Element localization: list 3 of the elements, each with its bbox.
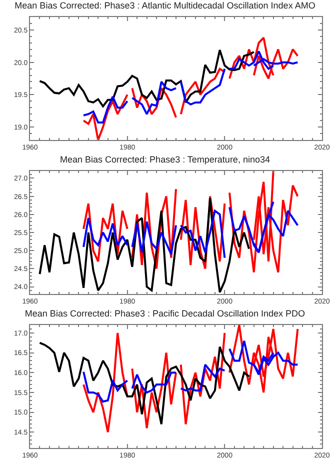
chart-title: Mean Bias Corrected: Phase3 : Temperature, nino34 [60,154,270,165]
chart-title: Mean Bias Corrected: Phase3 : Atlantic Multidecadal Oscillation Index AMO [14,0,316,11]
chart-title: Mean Bias Corrected: Phase3 : Pacific Decadal Oscillation Index PDO [24,308,306,319]
